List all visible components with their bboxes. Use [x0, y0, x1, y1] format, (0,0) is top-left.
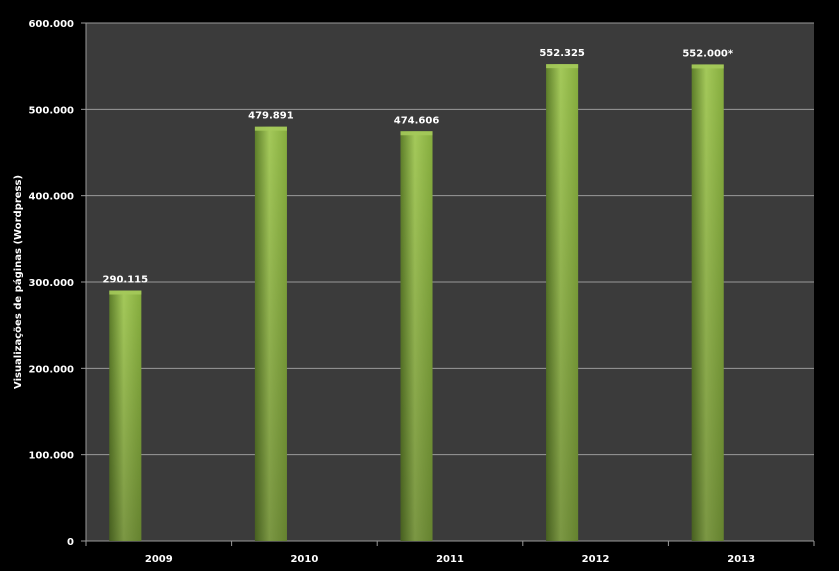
bar-shade [546, 64, 579, 541]
bar-2011 [400, 131, 433, 541]
y-tick-label: 0 [67, 537, 74, 548]
y-axis-title: Visualizações de páginas (Wordpress) [12, 175, 24, 389]
data-labels: 290.115 479.891 474.606 552.325 552.000* [103, 48, 734, 285]
bar-shade [254, 126, 287, 542]
bars [109, 64, 724, 542]
x-tick-label: 2013 [727, 554, 755, 565]
gridlines [86, 22, 814, 456]
bar-top-highlight [254, 126, 287, 131]
data-label: 474.606 [394, 115, 440, 126]
y-tick-label: 100.000 [28, 451, 74, 462]
bar-shade [109, 290, 142, 541]
x-tick-label: 2009 [145, 554, 173, 565]
y-tick-label: 400.000 [28, 192, 74, 203]
y-tick-label: 600.000 [28, 19, 74, 30]
bar-top-highlight [109, 290, 142, 295]
data-label: 479.891 [248, 111, 294, 122]
bar-shade [691, 64, 724, 541]
x-tick-label: 2011 [436, 554, 464, 565]
data-label: 552.325 [539, 48, 585, 59]
bar-top-highlight [400, 131, 433, 136]
bar-top-highlight [546, 64, 579, 69]
x-tick-label: 2010 [290, 554, 318, 565]
bar-2013 [691, 64, 724, 541]
y-tick-label: 500.000 [28, 105, 74, 116]
data-label: 290.115 [103, 275, 149, 286]
bar-2010 [254, 126, 287, 542]
x-tick-label: 2012 [582, 554, 610, 565]
data-label: 552.000* [682, 48, 734, 59]
y-tick-label: 300.000 [28, 278, 74, 289]
bar-top-highlight [691, 64, 724, 69]
bar-2009 [109, 290, 142, 541]
bar-2012 [546, 64, 579, 541]
y-tick-label: 200.000 [28, 364, 74, 375]
bar-shade [400, 131, 433, 541]
